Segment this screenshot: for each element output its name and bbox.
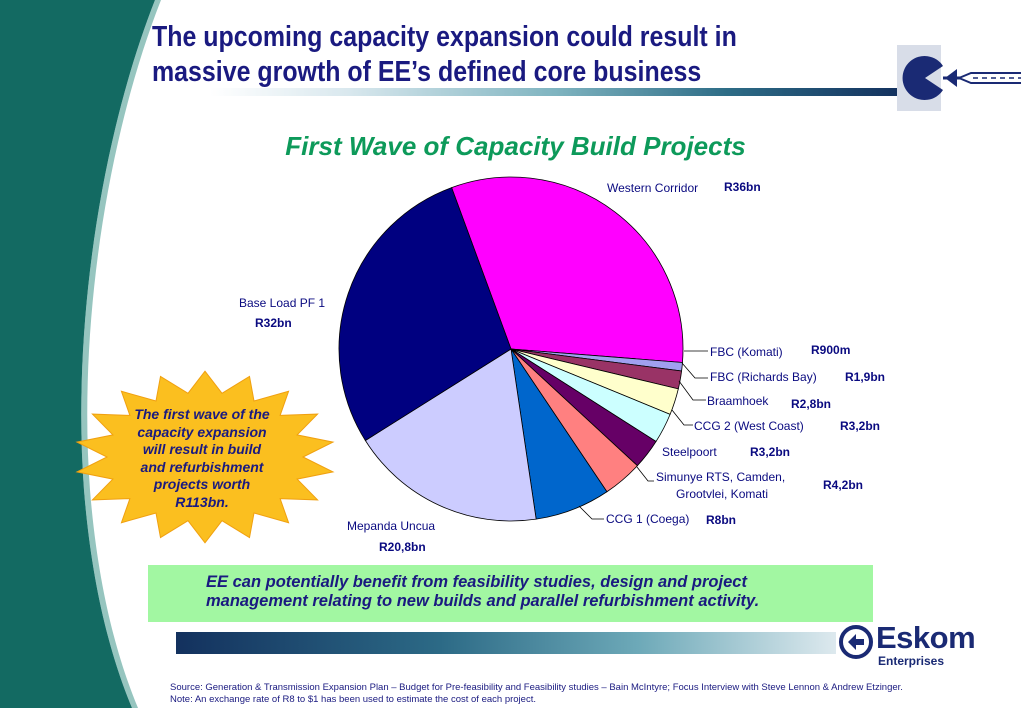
starburst-text: The first wave of the capacity expansion… [112, 406, 292, 511]
exchange-rate-note: Note: An exchange rate of R8 to $1 has b… [170, 694, 536, 705]
title-gradient-rule [210, 88, 900, 96]
title-line-2: massive growth of EE’s defined core busi… [152, 56, 702, 88]
burst-line: will result in build [142, 441, 262, 457]
bottom-gradient-bar [176, 632, 836, 654]
footnotes: Source: Generation & Transmission Expans… [170, 682, 903, 706]
burst-line: and refurbishment [140, 458, 264, 475]
eskom-wordmark: Eskom [876, 620, 976, 655]
title-line-1: The upcoming capacity expansion could re… [152, 21, 737, 53]
benefit-line: management relating to new builds and pa… [206, 592, 760, 610]
burst-line: The first wave of the [134, 406, 270, 422]
pacman-logo-icon [897, 45, 1021, 111]
burst-line: projects worth [153, 476, 251, 492]
benefit-callout-box: EE can potentially benefit from feasibil… [148, 565, 873, 622]
burst-line: R113bn. [175, 493, 229, 510]
benefit-line: EE can potentially benefit from feasibil… [206, 573, 747, 591]
eskom-logo-icon [839, 625, 873, 659]
source-note: Source: Generation & Transmission Expans… [170, 682, 903, 693]
eskom-subtitle: Enterprises [878, 654, 945, 668]
burst-line: capacity expansion [137, 423, 267, 440]
page-title: The upcoming capacity expansion could re… [152, 20, 737, 90]
chart-title: First Wave of Capacity Build Projects [285, 131, 746, 161]
